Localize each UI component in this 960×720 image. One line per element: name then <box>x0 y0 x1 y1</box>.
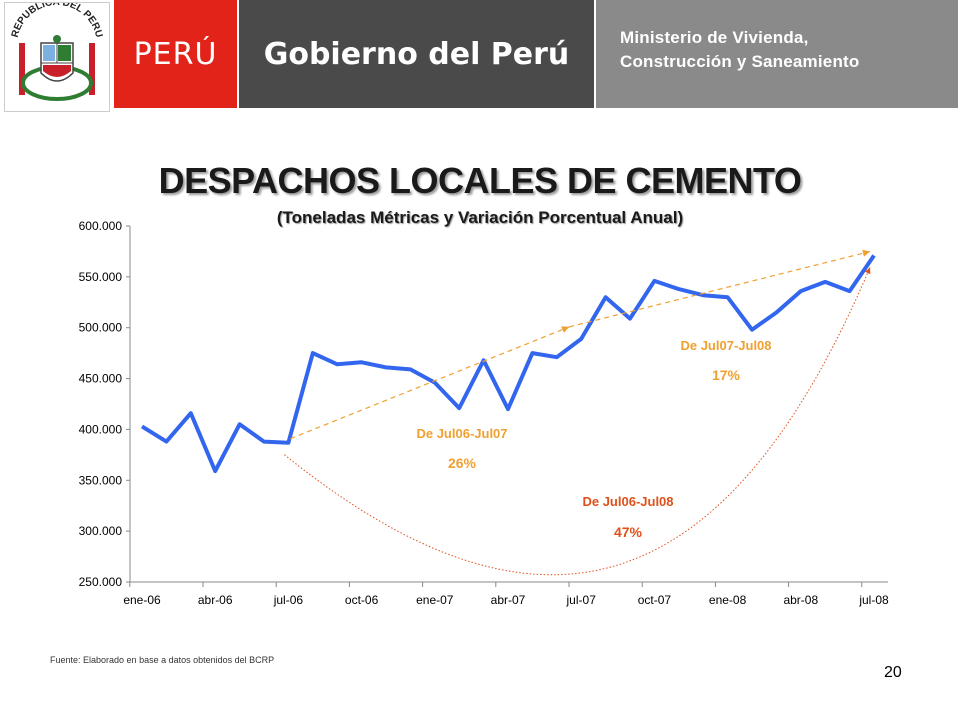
annotation-label: De Jul07-Jul08 <box>680 338 771 353</box>
peru-brand-band: PERÚ <box>114 0 237 108</box>
annotation-value: 26% <box>448 455 477 471</box>
chart-subtitle: (Toneladas Métricas y Variación Porcentu… <box>276 208 684 227</box>
trend-arrow-jul06-jul07 <box>290 326 570 440</box>
gobierno-band: Gobierno del Perú <box>239 0 594 108</box>
annotation-label: De Jul06-Jul08 <box>582 494 673 509</box>
x-tick-label: oct-06 <box>345 593 379 607</box>
curve-arrow-jul06-jul08 <box>284 267 871 576</box>
y-tick-label: 400.000 <box>79 422 123 436</box>
ministerio-line-2: Construcción y Saneamiento <box>620 52 860 71</box>
x-tick-label: ene-06 <box>123 593 161 607</box>
page-number: 20 <box>884 664 902 681</box>
x-tick-label: ene-08 <box>709 593 747 607</box>
x-tick-label: oct-07 <box>638 593 672 607</box>
annotation-value: 47% <box>614 524 643 540</box>
annotation-label: De Jul06-Jul07 <box>416 426 507 441</box>
peru-label: PERÚ <box>133 36 218 72</box>
y-tick-label: 550.000 <box>79 270 123 284</box>
series-line-despachos <box>140 254 876 474</box>
chart-title: DESPACHOS LOCALES DE CEMENTO <box>158 160 802 201</box>
republica-peru-seal: REPUBLICA DEL PERU <box>4 0 110 112</box>
y-tick-label: 600.000 <box>79 219 123 233</box>
source-note: Fuente: Elaborado en base a datos obteni… <box>50 655 275 665</box>
y-tick-label: 300.000 <box>79 524 123 538</box>
x-tick-label: jul-06 <box>273 593 304 607</box>
y-tick-label: 250.000 <box>79 575 123 589</box>
y-tick-label: 350.000 <box>79 473 123 487</box>
gobierno-label: Gobierno del Perú <box>263 36 570 72</box>
x-tick-label: jul-08 <box>858 593 889 607</box>
ministerio-band: Ministerio de Vivienda, Construcción y S… <box>596 0 958 108</box>
y-tick-label: 450.000 <box>79 372 123 386</box>
trend-arrow-jul07-jul08 <box>569 249 871 328</box>
annotation-value: 17% <box>712 367 741 383</box>
y-tick-label: 500.000 <box>79 321 123 335</box>
x-tick-label: jul-07 <box>566 593 597 607</box>
ministerio-line-1: Ministerio de Vivienda, <box>620 28 809 47</box>
x-tick-label: abr-08 <box>783 593 818 607</box>
x-tick-label: ene-07 <box>416 593 454 607</box>
x-tick-label: abr-07 <box>491 593 526 607</box>
x-tick-label: abr-06 <box>198 593 233 607</box>
coat-of-arms-icon: REPUBLICA DEL PERU <box>10 0 104 101</box>
